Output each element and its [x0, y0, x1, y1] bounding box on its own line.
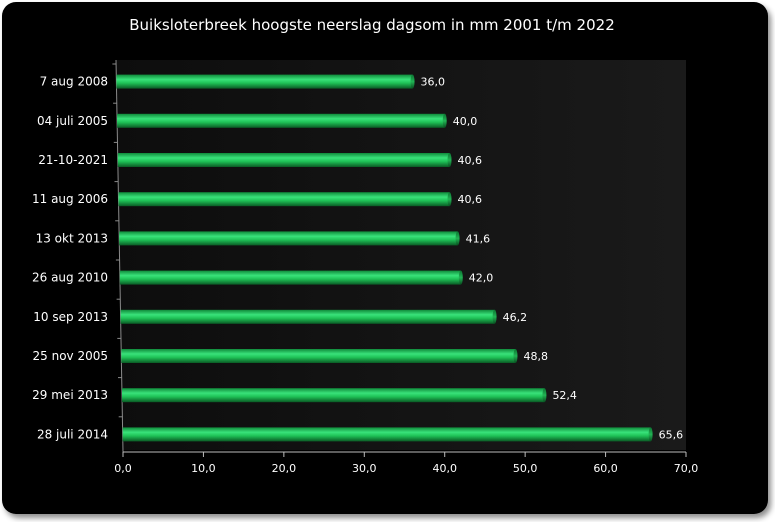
bar [122, 427, 651, 442]
value-label: 52,4 [552, 389, 577, 402]
bar [121, 388, 545, 403]
category-label: 21-10-2021 [38, 153, 108, 167]
value-label: 40,6 [458, 154, 483, 167]
category-label: 29 mei 2013 [32, 388, 108, 402]
bar [117, 113, 445, 128]
value-label: 40,6 [458, 193, 483, 206]
bar [119, 231, 458, 246]
category-label: 04 juli 2005 [37, 114, 108, 128]
bar [121, 349, 516, 363]
category-label: 11 aug 2006 [32, 192, 108, 206]
x-tick-label: 30,0 [352, 462, 377, 475]
x-tick-label: 40,0 [432, 462, 457, 475]
category-label: 10 sep 2013 [33, 310, 108, 324]
bar [120, 309, 495, 324]
category-label: 26 aug 2010 [32, 271, 108, 285]
bar [118, 192, 450, 207]
x-tick-label: 0,0 [114, 462, 132, 475]
bar-end-cap [447, 192, 452, 207]
bar-end-cap [410, 74, 415, 89]
bar [119, 270, 461, 285]
x-tick-label: 10,0 [191, 462, 216, 475]
bar-end-cap [542, 388, 547, 403]
category-label: 25 nov 2005 [33, 349, 109, 363]
value-label: 46,2 [503, 311, 527, 324]
x-tick-label: 70,0 [674, 462, 699, 475]
bar [117, 153, 450, 167]
category-label: 13 okt 2013 [36, 231, 108, 245]
bar-end-cap [455, 231, 460, 246]
category-label: 7 aug 2008 [40, 75, 108, 89]
value-label: 65,6 [659, 428, 684, 441]
value-label: 36,0 [421, 76, 446, 89]
bar-end-cap [447, 153, 452, 167]
bar-end-cap [648, 427, 653, 442]
value-label: 42,0 [469, 272, 494, 285]
x-tick-label: 60,0 [593, 462, 618, 475]
bar [116, 74, 413, 89]
x-tick-label: 50,0 [513, 462, 538, 475]
bar-end-cap [492, 309, 497, 324]
value-label: 40,0 [453, 115, 478, 128]
value-label: 41,6 [466, 232, 491, 245]
bar-end-cap [513, 349, 518, 363]
bar-end-cap [442, 113, 447, 128]
chart-title: Buiksloterbreek hoogste neerslag dagsom … [129, 16, 615, 34]
category-label: 28 juli 2014 [37, 427, 108, 441]
bar-end-cap [458, 270, 463, 285]
value-label: 48,8 [523, 350, 548, 363]
x-tick-label: 20,0 [272, 462, 297, 475]
